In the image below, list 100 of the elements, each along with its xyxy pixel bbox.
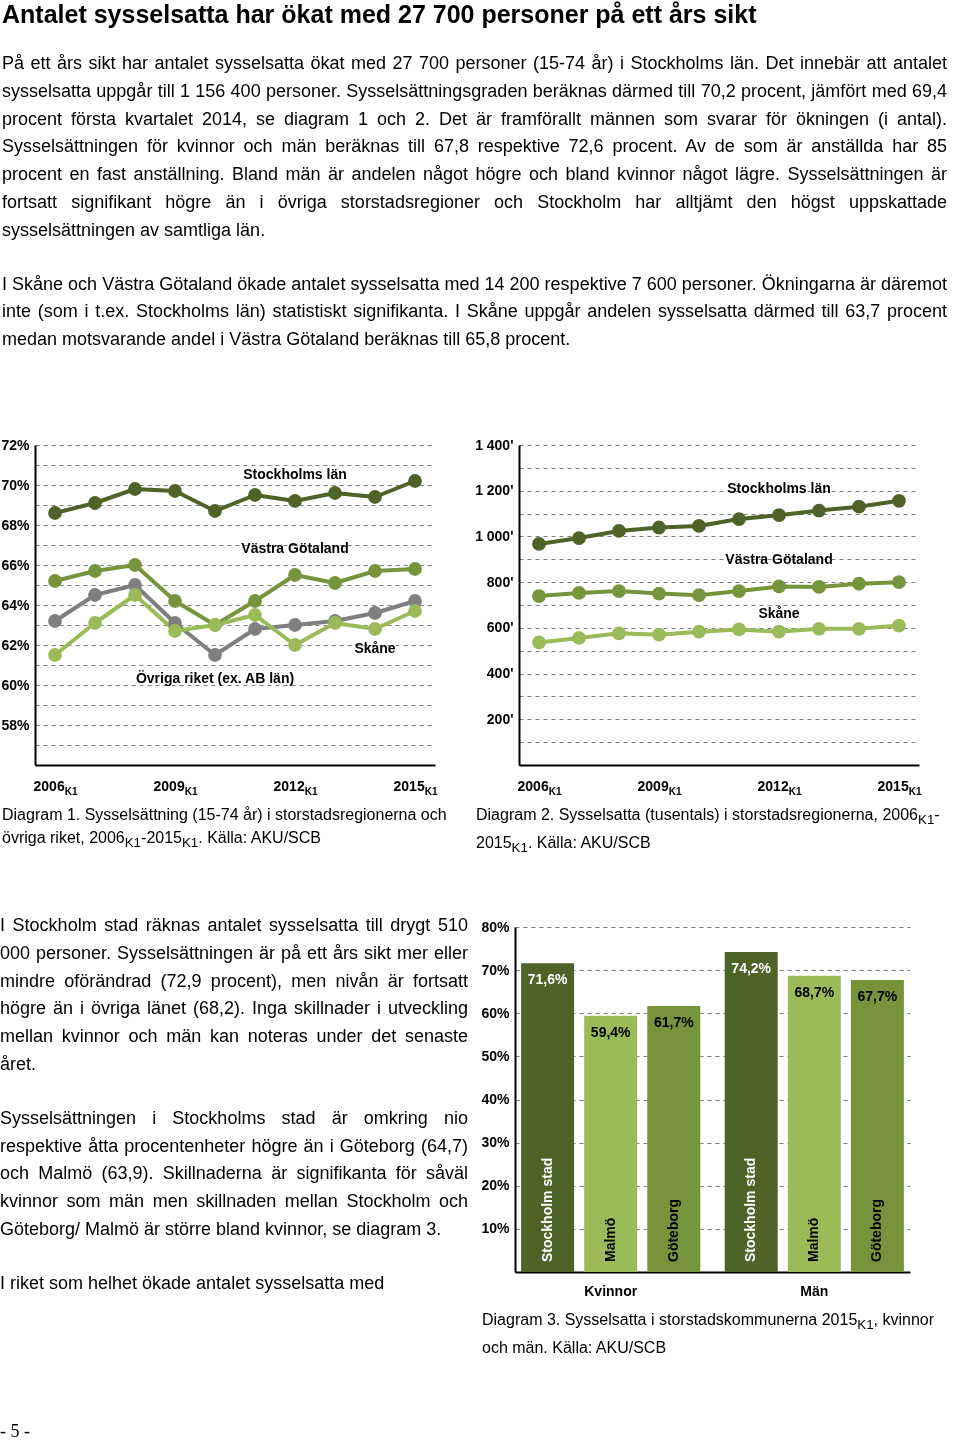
point — [732, 512, 746, 526]
x-tick-label: 2015$_{K1}$ — [877, 777, 922, 797]
text: Diagram 2. Sysselsatta (tusentals) i storstadsregionerna, 2006$_{K1}$-2015$_{K1}$. Källa: AKU/SCB — [476, 806, 940, 856]
point — [168, 484, 182, 498]
x-tick-label: 2012$_{K1}$ — [757, 777, 802, 797]
data-label: 59,4% — [590, 1023, 632, 1040]
series-label: Stockholms län — [727, 480, 831, 497]
y-tick-label: 72% — [1, 436, 31, 453]
point — [652, 520, 666, 535]
point — [612, 626, 626, 641]
text: Diagram 3. Sysselsatta i storstadskommunerna 2015$_{K1}$, kvinnor och män. Källa: AKU/SCB — [482, 1311, 935, 1357]
point — [208, 648, 222, 662]
bar — [584, 1015, 638, 1272]
text: I Stockholm stad räknas antalet sysselsatta till drygt 510 000 personer. Sysselsättningen är på ett års sikt mer eller mindre oförändrad (72,9 procent), men nivån är fortsatt högre än i övriga länet (68,2). Inga skillnader i utveckling mellan kvinnor och män kan noteras under det senaste året. — [0, 914, 468, 1076]
point — [208, 504, 222, 518]
y-tick-label: 64% — [1, 596, 31, 613]
point — [612, 584, 626, 598]
point — [572, 631, 586, 645]
x-tick-label: Män — [800, 1282, 829, 1299]
series-label: Skåne — [758, 604, 800, 621]
point — [88, 588, 102, 602]
y-tick-label: 1 000' — [475, 527, 514, 544]
y-tick-label: 400' — [486, 665, 514, 682]
point — [692, 519, 706, 533]
point — [692, 624, 706, 639]
series-label: Övriga riket (ex. AB län) — [135, 670, 295, 686]
point — [692, 588, 706, 603]
series-label: Skåne — [354, 640, 396, 656]
point — [892, 575, 906, 590]
point — [572, 531, 586, 545]
y-tick-label: 200' — [486, 710, 514, 727]
x-tick-label: 2012$_{K1}$ — [273, 777, 318, 797]
y-tick-label: 68% — [1, 516, 31, 533]
y-tick-label: 80% — [481, 918, 511, 935]
point — [852, 621, 866, 636]
series-label: Västra Götaland — [241, 540, 349, 556]
y-tick-label: 30% — [481, 1134, 511, 1151]
bar — [787, 975, 841, 1272]
point — [368, 606, 382, 620]
y-tick-label: 600' — [486, 619, 514, 636]
series-label: Göteborg — [664, 1199, 681, 1262]
point — [248, 622, 262, 636]
point — [288, 638, 302, 652]
y-tick-label: 70% — [481, 961, 511, 978]
point — [248, 488, 262, 502]
point — [532, 635, 546, 650]
point — [368, 564, 382, 578]
x-tick-label: Kvinnor — [584, 1282, 638, 1299]
data-label: 74,2% — [731, 960, 772, 977]
point — [128, 558, 142, 572]
series-label: Stockholms län — [243, 466, 347, 482]
x-tick-label: 2009$_{K1}$ — [637, 777, 682, 797]
text: Göteborg — [868, 1199, 885, 1262]
y-tick-label: 70% — [1, 476, 31, 493]
bar — [647, 1005, 701, 1272]
point — [852, 576, 866, 591]
point — [892, 618, 906, 633]
text: Diagram 1. Sysselsättning (15-74 år) i storstadsregionerna och övriga riket, 2006$_{K1}$-2015$_{K1}$. Källa: AKU/SCB — [2, 805, 448, 853]
y-tick-label: 66% — [1, 556, 31, 573]
y-tick-label: 60% — [481, 1004, 511, 1021]
point — [248, 594, 262, 608]
x-tick-label: 2015$_{K1}$ — [393, 777, 438, 797]
point — [772, 508, 786, 523]
bar — [724, 952, 778, 1272]
data-label: 68,7% — [794, 983, 835, 1000]
y-tick-label: 1 400' — [475, 436, 514, 453]
point — [408, 562, 422, 576]
text: I riket som helhet ökade antalet sysselsatta med — [0, 1271, 386, 1295]
series-label: Malmö — [601, 1217, 618, 1262]
point — [248, 608, 262, 622]
bar — [850, 980, 904, 1272]
point — [48, 506, 62, 520]
point — [328, 576, 342, 590]
data-label: 67,7% — [857, 988, 898, 1005]
point — [368, 622, 382, 636]
text: I Skåne och Västra Götaland ökade antalet sysselsatta med 14 200 respektive 7 600 personer. Ökningarna är däremot inte (som i t.ex. Stockholms län) statistiskt signifikanta. I Skåne uppgår andelen sysselsatta därmed till 63,7 procent medan motsvarande andel i Västra Götaland beräknas till 65,8 procent. — [2, 272, 947, 352]
series-label: Stockholm stad — [538, 1157, 555, 1262]
point — [732, 584, 746, 598]
point — [652, 586, 666, 601]
point — [88, 564, 102, 578]
y-tick-label: 20% — [481, 1177, 511, 1194]
point — [812, 580, 826, 594]
point — [532, 537, 546, 551]
x-tick-label: 2009$_{K1}$ — [153, 777, 198, 797]
text: Malmö — [805, 1217, 822, 1262]
point — [368, 490, 382, 504]
point — [612, 524, 626, 538]
text: - 5 - — [0, 1420, 31, 1442]
point — [732, 622, 746, 637]
data-label: 71,6% — [527, 971, 568, 988]
x-tick-label: 2006$_{K1}$ — [33, 777, 78, 797]
text: Antalet sysselsatta har ökat med 27 700 personer på ett års sikt — [2, 0, 758, 28]
point — [48, 574, 62, 588]
y-tick-label: 60% — [1, 676, 31, 693]
point — [128, 482, 142, 496]
text: Stockholm stad — [742, 1157, 759, 1262]
y-tick-label: 50% — [481, 1047, 511, 1064]
point — [88, 616, 102, 630]
point — [852, 499, 866, 514]
text: På ett års sikt har antalet sysselsatta ökat med 27 700 personer (15-74 år) i Stockholms län. Det innebär att antalet sysselsatta uppgår till 1 156 400 personer. Sysselsättningsgraden beräknas därmed till 70,2 procent, jämfört med 69,4 procent första kvartalet 2014, se diagram 1 och 2. Det är framförallt männen som svarar för ökningen (i antal). Sysselsättningen för kvinnor och män beräknas till 67,8 respektive 72,6 procent. Av de som är anställda har 85 procent en fast anställning. Bland män är andelen något högre och bland kvinnor något lägre. Sysselsättningen är fortsatt signifikant högre än i övriga storstadsregioner och Stockholm har alltjämt den högst uppskattade sysselsättningen av samtliga län. — [2, 52, 947, 242]
